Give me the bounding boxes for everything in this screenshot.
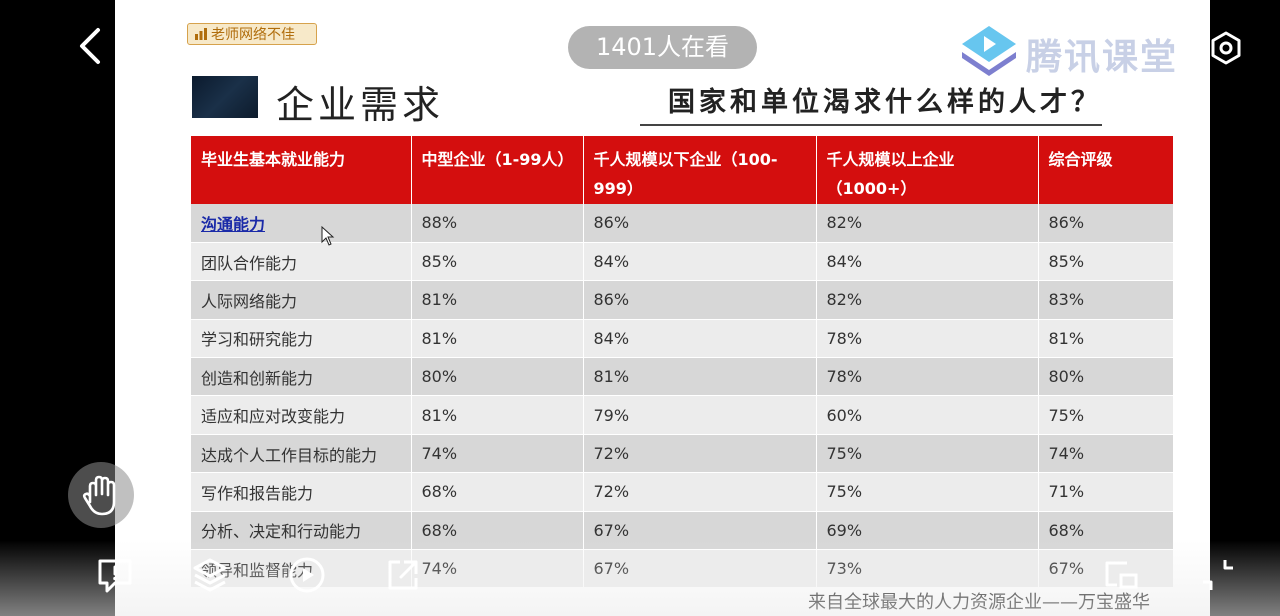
table-cell: 团队合作能力 — [191, 242, 412, 282]
layers-icon[interactable] — [190, 555, 230, 595]
table-cell: 72% — [583, 434, 817, 474]
table-cell: 84% — [583, 319, 817, 359]
table-cell: 81% — [411, 280, 584, 320]
right-black-bar — [1210, 0, 1280, 616]
viewer-count-pill: 1401人在看 — [568, 26, 757, 69]
table-cell: 82% — [816, 280, 1039, 320]
table-row: 学习和研究能力 81% 84% 78% 81% — [191, 319, 1174, 359]
ability-link[interactable]: 沟通能力 — [191, 204, 412, 243]
table-cell: 74% — [1038, 434, 1174, 474]
share-external-icon[interactable] — [383, 555, 423, 595]
table-cell: 72% — [583, 472, 817, 512]
table-cell: 达成个人工作目标的能力 — [191, 434, 412, 474]
table-row: 写作和报告能力 68% 72% 75% 71% — [191, 472, 1174, 512]
raise-hand-button[interactable] — [68, 462, 134, 528]
table-cell: 81% — [1038, 319, 1174, 359]
table-cell: 60% — [816, 395, 1039, 435]
table-cell: 75% — [816, 472, 1039, 512]
slide-title: 企业需求 — [276, 83, 445, 127]
table-cell: 人际网络能力 — [191, 280, 412, 320]
signal-bars-icon — [195, 28, 207, 40]
table-cell: 81% — [411, 319, 584, 359]
table-row: 人际网络能力 81% 86% 82% 83% — [191, 280, 1174, 320]
table-cell: 创造和创新能力 — [191, 357, 412, 397]
title-thumbnail — [192, 76, 258, 118]
col-header-medium: 中型企业（1-99人） — [411, 136, 584, 204]
table-row: 达成个人工作目标的能力 74% 72% 75% 74% — [191, 434, 1174, 474]
circle-play-icon[interactable] — [287, 555, 327, 595]
exit-fullscreen-icon[interactable] — [1198, 555, 1238, 595]
table-header-row: 毕业生基本就业能力 中型企业（1-99人） 千人规模以下企业（100-999） … — [191, 136, 1174, 204]
table-cell: 84% — [583, 242, 817, 282]
network-status-text: 老师网络不佳 — [211, 27, 295, 43]
table-cell: 75% — [1038, 395, 1174, 435]
back-arrow-icon[interactable] — [72, 24, 108, 68]
table-cell: 83% — [1038, 280, 1174, 320]
table-cell: 81% — [583, 357, 817, 397]
table-row: 适应和应对改变能力 81% 79% 60% 75% — [191, 395, 1174, 435]
slide-subtitle: 国家和单位渴求什么样的人才？ — [668, 87, 1102, 118]
table-cell: 78% — [816, 357, 1039, 397]
table-cell: 86% — [1038, 204, 1174, 243]
table-cell: 71% — [1038, 472, 1174, 512]
network-status-badge: 老师网络不佳 — [187, 23, 317, 45]
table-cell: 80% — [411, 357, 584, 397]
source-note: 来自全球最大的人力资源企业——万宝盛华 — [808, 592, 1150, 613]
table-cell: 68% — [411, 511, 584, 551]
col-header-under-1000: 千人规模以下企业（100-999） — [583, 136, 817, 204]
col-header-overall: 综合评级 — [1038, 136, 1174, 204]
table-cell: 78% — [816, 319, 1039, 359]
mouse-pointer-icon — [321, 226, 335, 246]
table-cell: 学习和研究能力 — [191, 319, 412, 359]
table-cell: 79% — [583, 395, 817, 435]
table-row: 创造和创新能力 80% 81% 78% 80% — [191, 357, 1174, 397]
col-header-over-1000: 千人规模以上企业（1000+） — [816, 136, 1039, 204]
table-row: 分析、决定和行动能力 68% 67% 69% 68% — [191, 511, 1174, 551]
table-cell: 81% — [411, 395, 584, 435]
col-header-ability: 毕业生基本就业能力 — [191, 136, 412, 204]
employability-table: 毕业生基本就业能力 中型企业（1-99人） 千人规模以下企业（100-999） … — [191, 136, 1174, 589]
logo-play-icon — [962, 26, 1016, 76]
table-row: 团队合作能力 85% 84% 84% 85% — [191, 242, 1174, 282]
logo-text: 腾讯课堂 — [1026, 37, 1179, 78]
table-cell: 68% — [1038, 511, 1174, 551]
table-cell: 86% — [583, 204, 817, 243]
picture-in-picture-icon[interactable] — [1101, 555, 1141, 595]
table-row: 领导和监督能力 74% 67% 73% 67% — [191, 549, 1174, 589]
table-cell: 84% — [816, 242, 1039, 282]
settings-hexagon-icon[interactable] — [1206, 28, 1246, 68]
table-cell: 适应和应对改变能力 — [191, 395, 412, 435]
table-row: 沟通能力 88% 86% 82% 86% — [191, 204, 1174, 243]
table-cell: 74% — [411, 434, 584, 474]
table-cell: 75% — [816, 434, 1039, 474]
table-cell: 74% — [411, 549, 584, 589]
table-cell: 68% — [411, 472, 584, 512]
chat-bubble-icon[interactable] — [95, 556, 135, 596]
table-cell: 80% — [1038, 357, 1174, 397]
table-cell: 85% — [411, 242, 584, 282]
raise-hand-icon — [82, 475, 116, 516]
table-cell: 67% — [583, 511, 817, 551]
table-cell: 86% — [583, 280, 817, 320]
table-cell: 写作和报告能力 — [191, 472, 412, 512]
table-cell: 82% — [816, 204, 1039, 243]
table-cell: 88% — [411, 204, 584, 243]
table-cell: 分析、决定和行动能力 — [191, 511, 412, 551]
table-cell: 69% — [816, 511, 1039, 551]
table-cell: 85% — [1038, 242, 1174, 282]
tencent-classroom-logo: 腾讯课堂 — [958, 22, 1188, 78]
table-cell: 67% — [583, 549, 817, 589]
subtitle-underline — [640, 124, 1102, 126]
table-cell: 73% — [816, 549, 1039, 589]
